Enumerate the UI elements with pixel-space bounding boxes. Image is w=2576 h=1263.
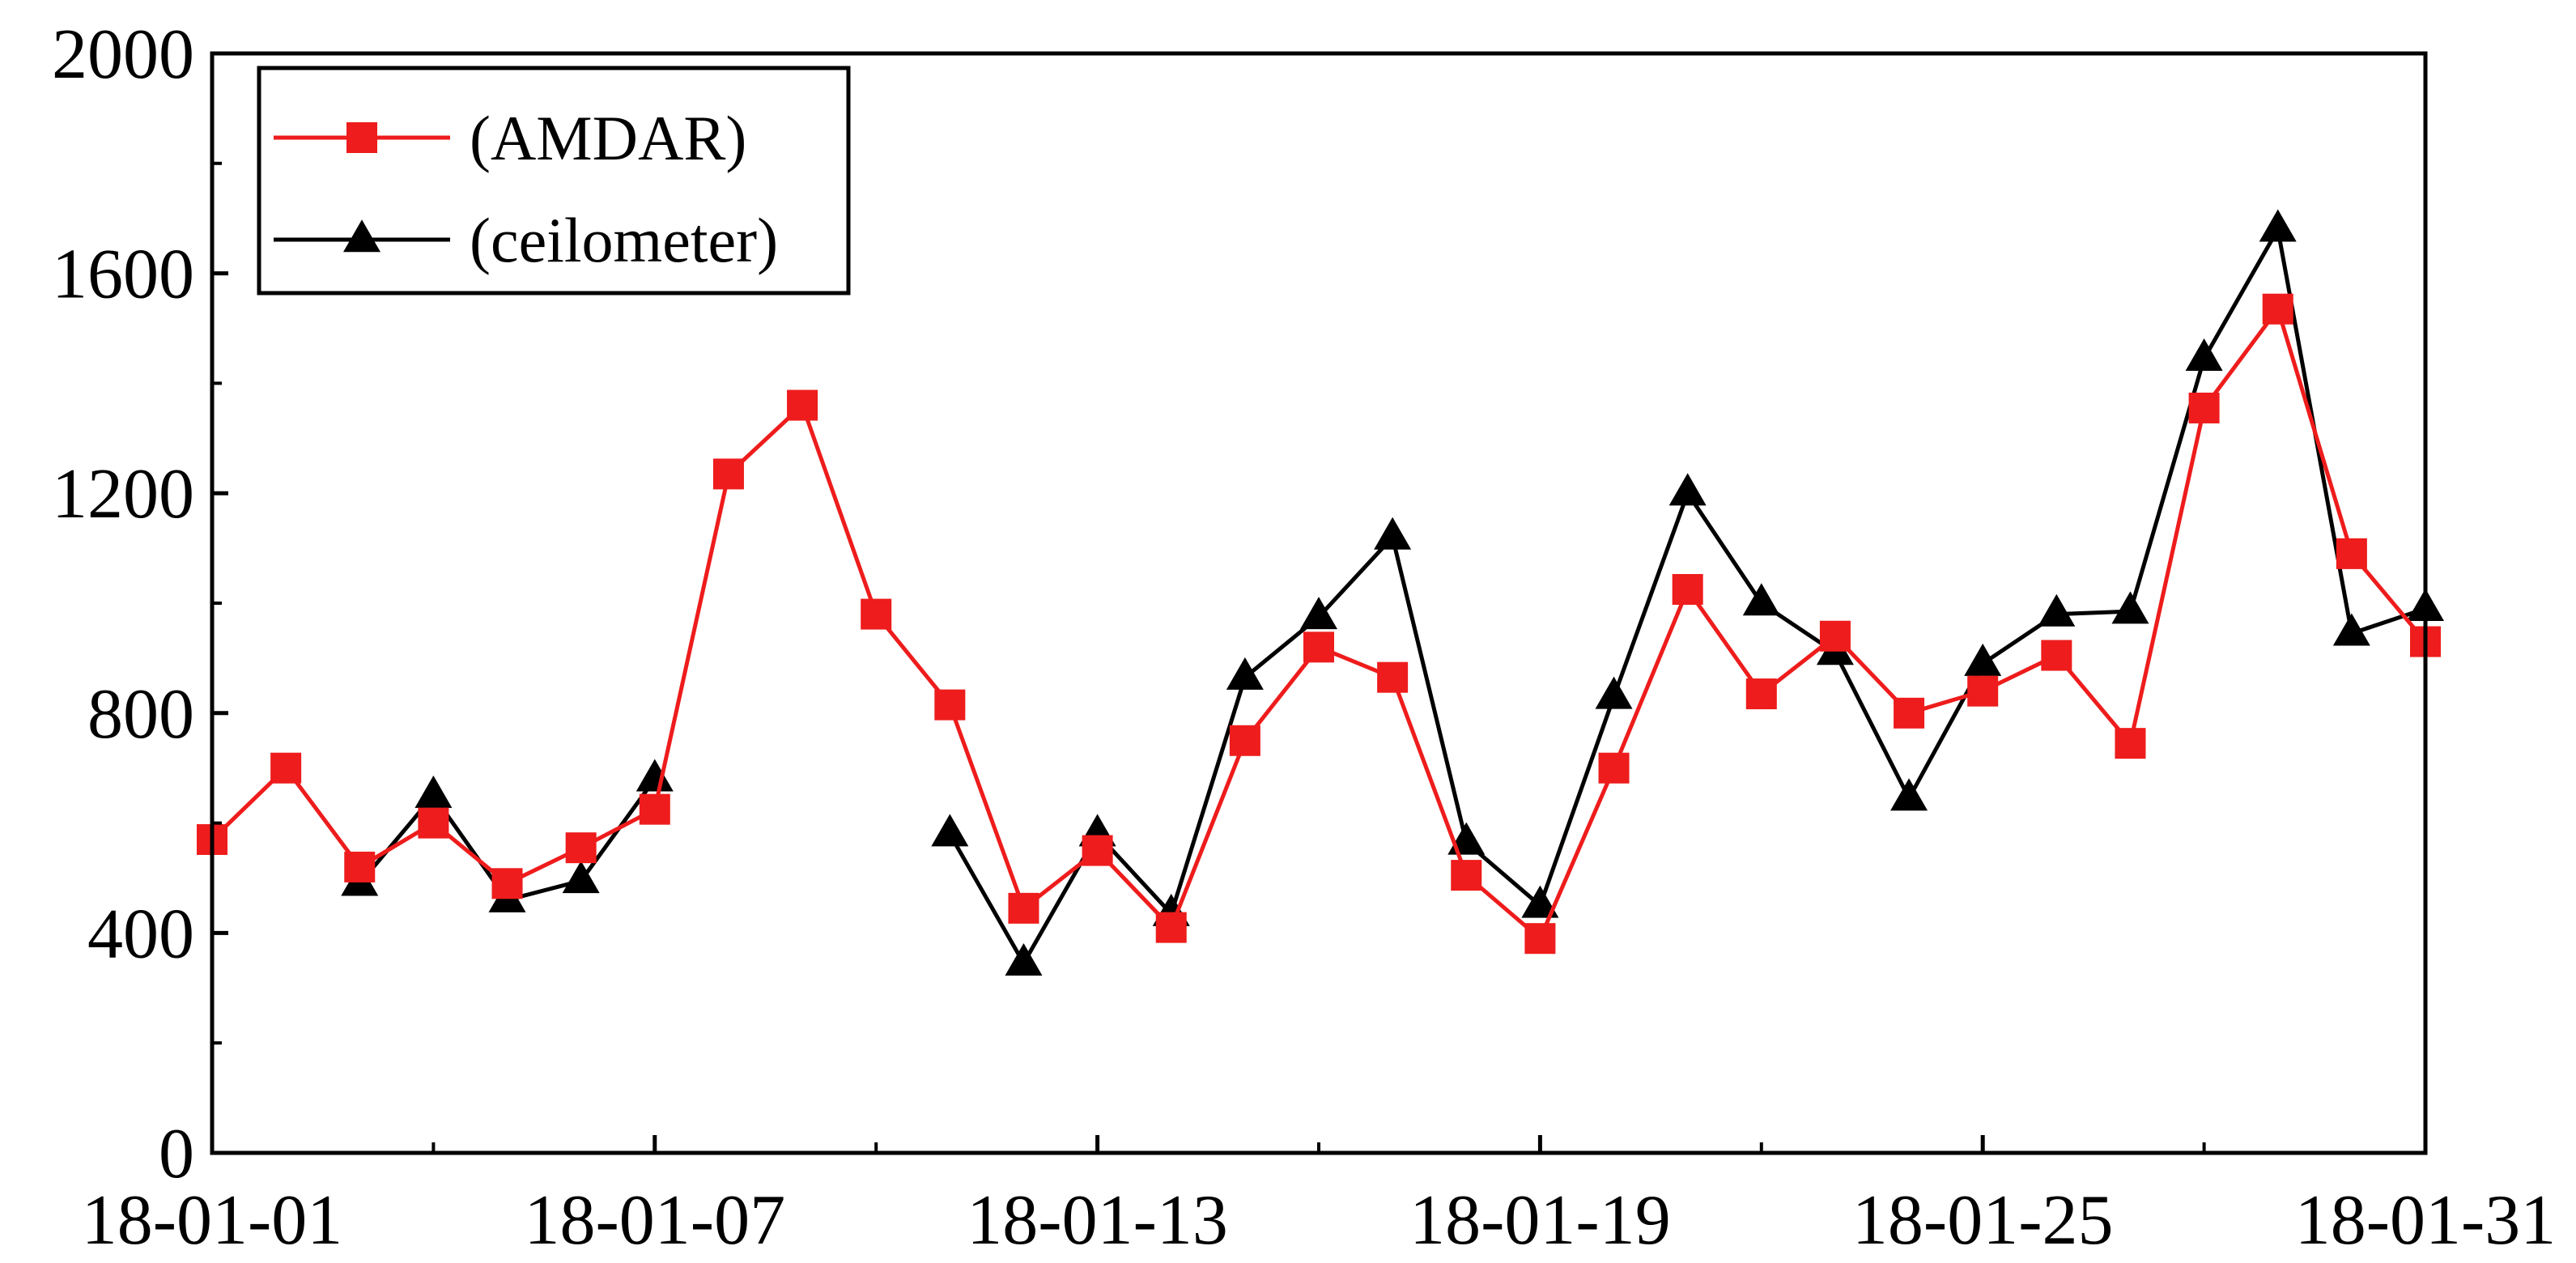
data-point bbox=[1890, 778, 1928, 811]
x-tick-label: 18-01-07 bbox=[524, 1181, 785, 1260]
data-point bbox=[1819, 620, 1851, 652]
y-tick-label: 400 bbox=[87, 895, 194, 973]
data-point bbox=[1008, 892, 1039, 924]
data-point bbox=[1082, 835, 1113, 866]
series-amdar bbox=[197, 293, 2441, 955]
data-point bbox=[934, 689, 966, 721]
data-point bbox=[1300, 597, 1337, 630]
data-point bbox=[931, 814, 969, 847]
data-point bbox=[1374, 517, 1412, 550]
data-point bbox=[1672, 574, 1703, 606]
data-point bbox=[1524, 923, 1556, 955]
x-tick-label: 18-01-01 bbox=[82, 1181, 343, 1260]
x-tick-label: 18-01-31 bbox=[2295, 1181, 2557, 1260]
data-point bbox=[635, 759, 674, 792]
data-point bbox=[1894, 697, 1925, 729]
y-tick-label: 2000 bbox=[52, 15, 194, 94]
data-point bbox=[861, 598, 892, 630]
data-point bbox=[1229, 725, 1260, 756]
x-tick-label: 18-01-13 bbox=[967, 1181, 1228, 1260]
y-tick-label: 1600 bbox=[52, 236, 194, 314]
data-point bbox=[639, 793, 670, 825]
data-point bbox=[2262, 293, 2293, 325]
data-point bbox=[1967, 675, 1999, 707]
data-point bbox=[1668, 473, 1707, 506]
data-point bbox=[1155, 912, 1187, 943]
axes: 0 400 800 1200 1600 2000 18-01-01 18-01-07 18-01… bbox=[52, 15, 2556, 1260]
data-point bbox=[418, 807, 449, 839]
data-point bbox=[2188, 392, 2220, 423]
data-point bbox=[787, 389, 818, 421]
data-point bbox=[2185, 338, 2223, 372]
y-tick-label: 800 bbox=[87, 675, 194, 754]
data-point bbox=[1521, 885, 1559, 918]
x-tick-label: 18-01-19 bbox=[1409, 1181, 1671, 1260]
legend-item-ceilometer: (ceilometer) bbox=[274, 205, 778, 275]
legend-marker-amdar bbox=[346, 122, 377, 153]
data-point bbox=[1595, 676, 1633, 709]
data-point bbox=[2038, 593, 2076, 627]
data-point bbox=[1451, 860, 1482, 891]
data-point bbox=[712, 458, 744, 490]
data-point bbox=[562, 861, 600, 894]
series-layer bbox=[197, 209, 2444, 976]
data-point bbox=[2115, 728, 2146, 759]
data-point bbox=[1745, 678, 1777, 710]
data-point bbox=[2332, 613, 2370, 646]
data-point bbox=[1303, 632, 1334, 663]
data-point bbox=[414, 775, 453, 808]
legend: (AMDAR) (ceilometer) bbox=[257, 66, 851, 296]
legend-label-amdar: (AMDAR) bbox=[470, 103, 746, 173]
data-point bbox=[1964, 643, 2002, 676]
data-point bbox=[1377, 661, 1409, 693]
data-point bbox=[2336, 538, 2367, 569]
data-point bbox=[270, 752, 302, 784]
data-point bbox=[1226, 657, 1264, 690]
data-point bbox=[1742, 583, 1780, 616]
legend-item-amdar: (AMDAR) bbox=[274, 103, 746, 173]
legend-label-ceilometer: (ceilometer) bbox=[470, 205, 778, 275]
x-tick-label: 18-01-25 bbox=[1852, 1181, 2114, 1260]
y-tick-label: 1200 bbox=[52, 455, 194, 534]
data-point bbox=[2041, 640, 2072, 671]
data-point bbox=[2259, 209, 2297, 242]
legend-marker-ceilometer bbox=[343, 219, 380, 253]
data-point bbox=[491, 868, 523, 899]
data-point bbox=[1005, 942, 1043, 976]
series-ceilometer bbox=[341, 209, 2444, 976]
data-point bbox=[344, 851, 376, 882]
data-point bbox=[1598, 752, 1630, 784]
y-tick-label: 0 bbox=[159, 1115, 194, 1193]
data-point bbox=[2111, 591, 2149, 624]
legend-box bbox=[257, 66, 851, 296]
data-point bbox=[565, 832, 597, 864]
